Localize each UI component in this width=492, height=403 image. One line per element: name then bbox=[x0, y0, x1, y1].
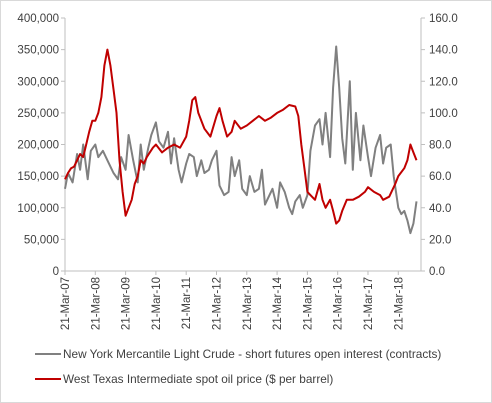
y-right-tick-label: 140.0 bbox=[429, 45, 458, 57]
chart-svg: 0 50,000 100,000 150,000 200,000 250,000 300,0… bbox=[17, 13, 457, 330]
y-left-tick-label: 0 bbox=[53, 266, 59, 278]
y-right-tick-label: 80.0 bbox=[429, 140, 451, 152]
x-tick-label: 21-Mar-12 bbox=[211, 277, 223, 330]
y-left-tick-label: 350,000 bbox=[17, 45, 59, 57]
legend-item-wti-price: West Texas Intermediate spot oil price (… bbox=[35, 372, 333, 386]
legend-swatch-open-interest bbox=[35, 353, 61, 355]
x-tick-label: 21-Mar-11 bbox=[181, 277, 193, 329]
x-tick-label: 21-Mar-07 bbox=[60, 277, 72, 330]
x-tick-label: 21-Mar-08 bbox=[90, 277, 102, 330]
y-right-tick-label: 0.0 bbox=[429, 266, 445, 278]
y-left-tick-label: 150,000 bbox=[17, 171, 59, 183]
x-tick-label: 21-Mar-14 bbox=[272, 276, 284, 330]
legend-label-wti-price: West Texas Intermediate spot oil price (… bbox=[63, 372, 334, 386]
y-right-tick-label: 20.0 bbox=[429, 234, 451, 246]
legend-label-open-interest: New York Mercantile Light Crude - short … bbox=[63, 347, 442, 361]
series-line-wti-price bbox=[64, 48, 418, 225]
x-tick-label: 21-Mar-10 bbox=[151, 277, 163, 330]
plot-area: 0 50,000 100,000 150,000 200,000 250,000 300,0… bbox=[17, 13, 457, 330]
x-tick-label: 21-Mar-15 bbox=[302, 277, 314, 330]
y-left-tick-label: 100,000 bbox=[17, 203, 59, 215]
series-line-open-interest bbox=[64, 45, 418, 235]
y-right-tick-label: 100.0 bbox=[429, 108, 458, 120]
y-left-tick-label: 400,000 bbox=[17, 13, 59, 25]
x-tick-label: 21-Mar-18 bbox=[393, 277, 405, 330]
y-right-tick-label: 40.0 bbox=[429, 203, 451, 215]
x-tick-label: 21-Mar-09 bbox=[121, 277, 133, 330]
legend-item-open-interest: New York Mercantile Light Crude - short … bbox=[35, 347, 441, 361]
x-tick-label: 21-Mar-17 bbox=[363, 277, 375, 330]
y-left-tick-label: 200,000 bbox=[17, 140, 59, 152]
y-left-tick-label: 300,000 bbox=[17, 76, 59, 88]
y-right-tick-label: 60.0 bbox=[429, 171, 451, 183]
y-right-tick-label: 120.0 bbox=[429, 76, 458, 88]
x-tick-label: 21-Mar-13 bbox=[242, 277, 254, 330]
x-tick-label: 21-Mar-16 bbox=[333, 277, 345, 330]
legend-swatch-wti-price bbox=[35, 378, 61, 380]
y-left-tick-label: 250,000 bbox=[17, 108, 59, 120]
y-right-tick-label: 160.0 bbox=[429, 13, 458, 25]
y-left-tick-label: 50,000 bbox=[24, 234, 59, 246]
